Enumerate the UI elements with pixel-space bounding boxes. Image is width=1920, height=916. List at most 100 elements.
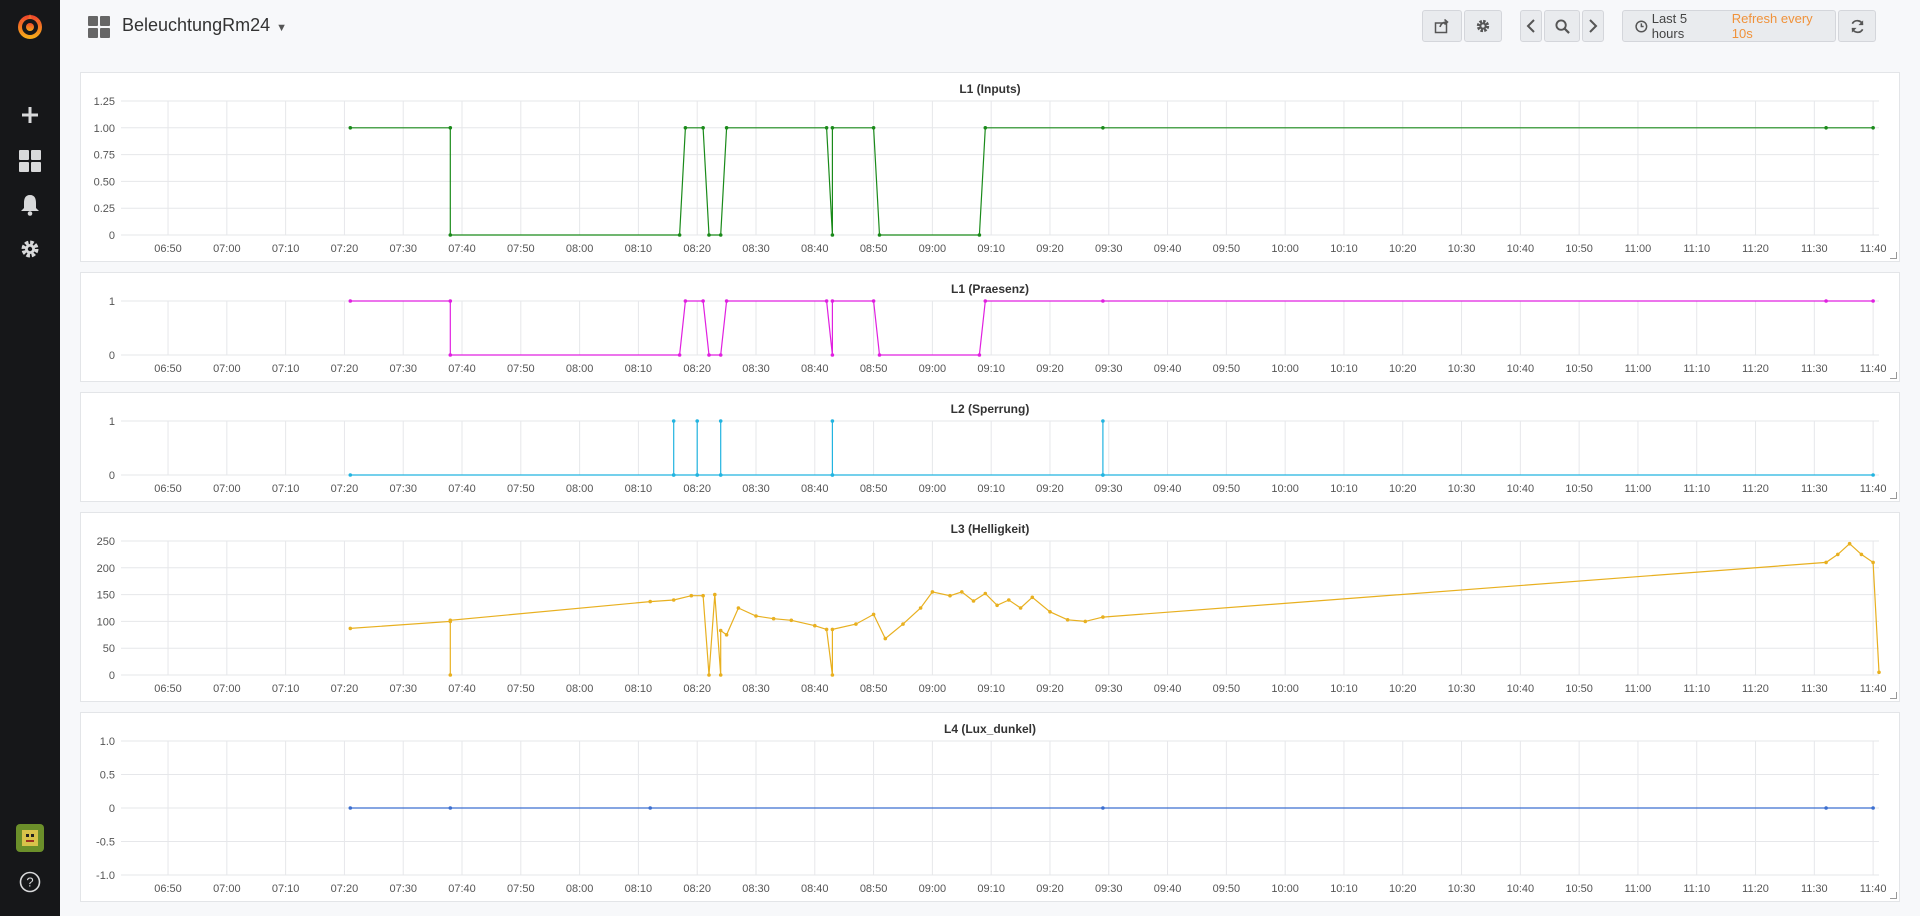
x-tick-label: 07:10 <box>272 683 300 695</box>
time-range-picker[interactable]: Last 5 hours Refresh every 10s <box>1622 10 1836 42</box>
resize-handle[interactable] <box>1890 492 1897 499</box>
resize-handle[interactable] <box>1890 892 1897 899</box>
x-tick-label: 11:20 <box>1742 483 1769 495</box>
x-tick-label: 07:00 <box>213 363 241 375</box>
x-tick-label: 07:00 <box>213 243 241 255</box>
share-button[interactable] <box>1422 10 1462 42</box>
data-point <box>724 126 729 130</box>
x-tick-label: 09:40 <box>1154 883 1182 895</box>
dashboard-title-picker[interactable]: BeleuchtungRm24 ▼ <box>122 15 287 36</box>
data-point <box>701 126 705 130</box>
x-tick-label: 11:30 <box>1801 683 1828 695</box>
y-tick-label: 0 <box>109 803 115 815</box>
x-tick-label: 10:40 <box>1507 683 1535 695</box>
y-tick-label: 0.5 <box>100 770 115 782</box>
panel-title: L3 (Helligkeit) <box>950 522 1030 536</box>
data-point <box>718 628 723 633</box>
x-tick-label: 09:00 <box>919 883 947 895</box>
x-tick-label: 11:10 <box>1683 363 1710 375</box>
graph-l2-sperrung[interactable]: 1 0 06:50 07:00 07:10 07:20 07:30 07:40 07:50 08:… <box>81 393 1901 503</box>
data-point <box>830 299 835 303</box>
x-tick-label: 09:50 <box>1213 363 1241 375</box>
x-tick-label: 11:00 <box>1625 363 1652 375</box>
x-tick-label: 08:00 <box>566 243 594 255</box>
data-point <box>995 603 999 608</box>
graph-l1-inputs[interactable]: 1.25 1.00 0.75 0.50 0.25 0 06:50 07:00 07:10 07:2… <box>81 73 1901 263</box>
x-tick-label: 07:10 <box>272 363 300 375</box>
x-tick-label: 09:50 <box>1213 883 1241 895</box>
x-tick-label: 10:50 <box>1565 883 1593 895</box>
x-tick-label: 07:20 <box>331 483 359 495</box>
x-tick-label: 10:00 <box>1271 483 1299 495</box>
data-point <box>713 592 717 597</box>
data-point <box>1101 299 1105 303</box>
series-line <box>350 300 1874 356</box>
data-point <box>1101 419 1105 423</box>
x-tick-label: 10:30 <box>1448 483 1476 495</box>
refresh-button[interactable] <box>1838 10 1876 42</box>
x-tick-label: 08:00 <box>566 363 594 375</box>
panel-l3-helligkeit: L3 (Helligkeit) 250 200 150 100 50 0 06:50 07:0… <box>80 512 1900 702</box>
dashboards-icon[interactable] <box>10 141 50 181</box>
data-point <box>789 618 794 623</box>
x-tick-label: 07:40 <box>448 683 476 695</box>
x-tick-label: 07:30 <box>389 683 417 695</box>
x-tick-label: 10:50 <box>1565 483 1593 495</box>
panel-title: L2 (Sperrung) <box>950 402 1030 416</box>
time-forward-button[interactable] <box>1582 10 1604 42</box>
data-point <box>707 233 711 237</box>
user-avatar-icon[interactable] <box>10 818 50 858</box>
data-point <box>689 593 694 598</box>
graph-l4-lux-dunkel[interactable]: 1.0 0.5 0 -0.5 -1.0 06:50 07:00 07:10 07:20 07:30… <box>81 713 1901 903</box>
x-tick-label: 09:20 <box>1036 683 1064 695</box>
resize-handle[interactable] <box>1890 372 1897 379</box>
x-tick-label: 08:30 <box>742 883 770 895</box>
y-tick-label: 0 <box>109 350 115 362</box>
data-point <box>983 299 988 303</box>
settings-button[interactable] <box>1464 10 1502 42</box>
x-tick-label: 08:50 <box>860 483 888 495</box>
dashboard-grid-icon <box>88 16 110 38</box>
x-tick-label: 07:10 <box>272 243 300 255</box>
data-point <box>718 419 723 423</box>
resize-handle[interactable] <box>1890 252 1897 259</box>
y-tick-label: 0.50 <box>94 176 115 188</box>
zoom-out-button[interactable] <box>1544 10 1580 42</box>
data-point <box>1007 598 1011 602</box>
data-point <box>448 233 453 237</box>
clock-icon <box>1635 20 1648 32</box>
x-tick-label: 07:50 <box>507 243 535 255</box>
x-tick-label: 07:30 <box>389 363 417 375</box>
data-point <box>1871 473 1875 477</box>
x-tick-label: 09:50 <box>1213 243 1241 255</box>
x-tick-label: 10:40 <box>1507 243 1535 255</box>
panel-l4-lux-dunkel: L4 (Lux_dunkel) 1.0 0.5 0 -0.5 -1.0 06:50 07:0… <box>80 712 1900 902</box>
gear-icon[interactable] <box>10 229 50 269</box>
help-icon[interactable]: ? <box>10 862 50 902</box>
grafana-logo-icon[interactable] <box>10 6 50 46</box>
bell-icon[interactable] <box>10 185 50 225</box>
time-back-button[interactable] <box>1520 10 1542 42</box>
data-point <box>871 299 876 303</box>
x-tick-label: 08:20 <box>683 243 711 255</box>
plus-icon[interactable] <box>10 95 50 135</box>
data-point <box>348 299 353 303</box>
x-tick-label: 07:20 <box>331 243 359 255</box>
graph-l1-praesenz[interactable]: 1 0 06:50 07:00 07:10 07:20 07:30 07:40 07:50 08:… <box>81 273 1901 383</box>
data-point <box>1048 610 1052 614</box>
x-tick-label: 10:50 <box>1565 363 1593 375</box>
data-point <box>448 126 453 130</box>
data-point <box>930 590 935 594</box>
data-point <box>448 299 453 303</box>
x-tick-label: 11:30 <box>1801 883 1828 895</box>
sidebar: ? <box>0 0 60 916</box>
resize-handle[interactable] <box>1890 692 1897 699</box>
x-tick-label: 08:20 <box>683 683 711 695</box>
data-point <box>1083 619 1088 624</box>
x-tick-label: 08:30 <box>742 683 770 695</box>
y-tick-label: 0 <box>109 230 115 242</box>
graph-l3-helligkeit[interactable]: 250 200 150 100 50 0 06:50 07:00 07:10 07:20 07:30… <box>81 513 1901 703</box>
data-point <box>830 473 835 477</box>
x-tick-label: 10:30 <box>1448 883 1476 895</box>
x-tick-label: 08:50 <box>860 243 888 255</box>
